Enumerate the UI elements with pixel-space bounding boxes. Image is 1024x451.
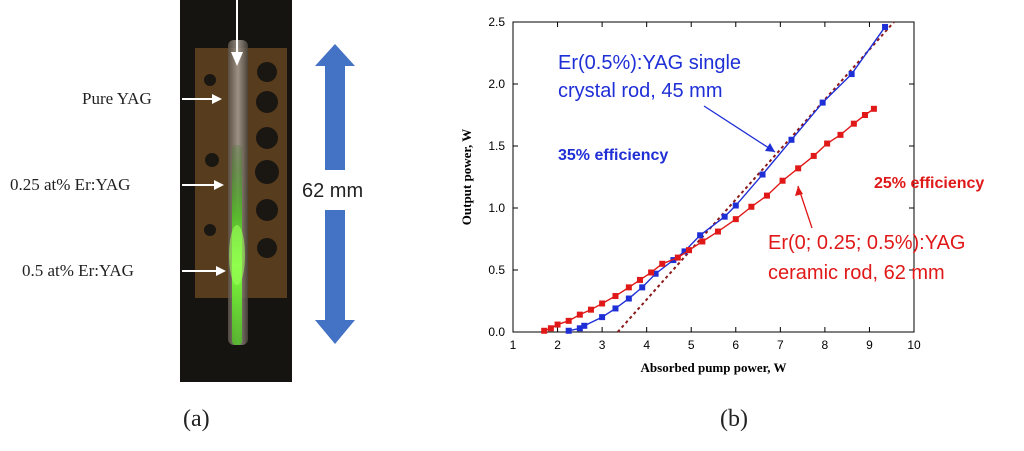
x-tick-label: 9 xyxy=(866,338,873,352)
data-point xyxy=(576,311,583,318)
mount-holes xyxy=(204,62,279,258)
x-tick-label: 8 xyxy=(822,338,829,352)
annotation-crystal-line2: crystal rod, 45 mm xyxy=(558,80,723,102)
data-point xyxy=(581,322,588,329)
data-point xyxy=(870,105,877,112)
caption-a: (a) xyxy=(183,406,210,432)
data-point xyxy=(685,247,692,254)
data-point xyxy=(788,136,795,143)
annotation-ceramic-line2: ceramic rod, 62 mm xyxy=(768,262,945,284)
data-point xyxy=(699,238,706,245)
y-tick-label: 0.0 xyxy=(488,325,505,339)
plot-frame xyxy=(512,21,915,333)
caption-b: (b) xyxy=(720,406,748,432)
data-point xyxy=(721,213,728,220)
data-point xyxy=(599,300,606,307)
data-point xyxy=(652,270,659,277)
data-point xyxy=(612,293,619,300)
data-point xyxy=(732,202,739,209)
data-point xyxy=(639,284,646,291)
label-er025: 0.25 at% Er:YAG xyxy=(10,175,131,194)
panel-a: Pure YAG 0.25 at% Er:YAG 0.5 at% Er:YAG … xyxy=(0,0,420,446)
length-label: 62 mm xyxy=(302,180,364,202)
data-point xyxy=(837,131,844,138)
x-tick-label: 2 xyxy=(554,338,561,352)
annotation-ceramic-line1: Er(0; 0.25; 0.5%):YAG xyxy=(768,232,966,254)
x-tick-label: 7 xyxy=(777,338,784,352)
data-point xyxy=(541,327,548,334)
y-tick-label: 0.5 xyxy=(488,263,505,277)
data-point xyxy=(810,152,817,159)
data-point xyxy=(612,305,619,312)
annotation-crystal-line1: Er(0.5%):YAG single xyxy=(558,52,742,74)
data-point xyxy=(625,295,632,302)
length-double-arrow xyxy=(315,44,355,344)
data-point xyxy=(759,171,766,178)
label-er05: 0.5 at% Er:YAG xyxy=(22,261,134,280)
data-point xyxy=(748,203,755,210)
data-point xyxy=(565,327,572,334)
data-point xyxy=(674,254,681,261)
annotation-ceramic-efficiency: 25% efficiency xyxy=(874,175,985,192)
data-point xyxy=(659,260,666,267)
output-power-chart: 1 2 3 4 5 6 7 8 9 10 0.0 0.5 1.0 1.5 2.0 2.5 Absorbed pu… xyxy=(459,15,921,375)
data-point xyxy=(681,248,688,255)
label-pure-yag: Pure YAG xyxy=(82,89,152,108)
y-tick-label: 1.5 xyxy=(488,139,505,153)
data-point xyxy=(587,306,594,313)
data-point xyxy=(554,321,561,328)
data-point xyxy=(861,112,868,118)
x-tick-label: 4 xyxy=(643,338,650,352)
data-point xyxy=(779,177,786,184)
y-tick-label: 2.0 xyxy=(488,77,505,91)
x-tick-label: 6 xyxy=(732,338,739,352)
data-point xyxy=(576,325,583,332)
crystal-pointer-head xyxy=(765,143,775,152)
data-point xyxy=(850,120,857,127)
data-point xyxy=(824,140,831,147)
crystal-pointer-line xyxy=(703,105,776,153)
y-tick-label: 1.0 xyxy=(488,201,505,215)
panel-a-graphic xyxy=(180,0,355,382)
data-point xyxy=(732,216,739,223)
label-pointers xyxy=(182,94,226,276)
data-point xyxy=(882,23,889,30)
x-tick-label: 10 xyxy=(907,338,921,352)
data-point xyxy=(648,269,655,276)
data-point xyxy=(547,325,554,332)
y-tick-label: 2.5 xyxy=(488,15,505,29)
y-axis-label: Output power, W xyxy=(459,129,474,225)
data-point xyxy=(795,165,802,172)
data-point xyxy=(599,314,606,321)
ceramic-pointer-head xyxy=(795,186,803,196)
data-point xyxy=(848,71,855,78)
panel-b: 1 2 3 4 5 6 7 8 9 10 0.0 0.5 1.0 1.5 2.0 2.5 Absorbed pu… xyxy=(440,0,1024,446)
data-point xyxy=(565,317,572,324)
x-tick-label: 3 xyxy=(599,338,606,352)
data-point xyxy=(763,192,770,199)
data-point xyxy=(636,276,643,283)
data-point xyxy=(697,232,704,239)
x-tick-label: 5 xyxy=(688,338,695,352)
x-tick-label: 1 xyxy=(510,338,517,352)
data-point xyxy=(714,228,721,235)
x-axis-label: Absorbed pump power, W xyxy=(641,360,787,375)
data-point xyxy=(625,284,632,291)
data-point xyxy=(819,99,826,106)
annotation-crystal-efficiency: 35% efficiency xyxy=(558,147,669,164)
